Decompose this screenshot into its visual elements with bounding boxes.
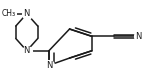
Text: CH₃: CH₃ — [2, 9, 16, 18]
Text: N: N — [24, 9, 30, 18]
Text: N: N — [24, 46, 30, 55]
Text: N: N — [46, 61, 52, 70]
Text: N: N — [135, 32, 142, 41]
